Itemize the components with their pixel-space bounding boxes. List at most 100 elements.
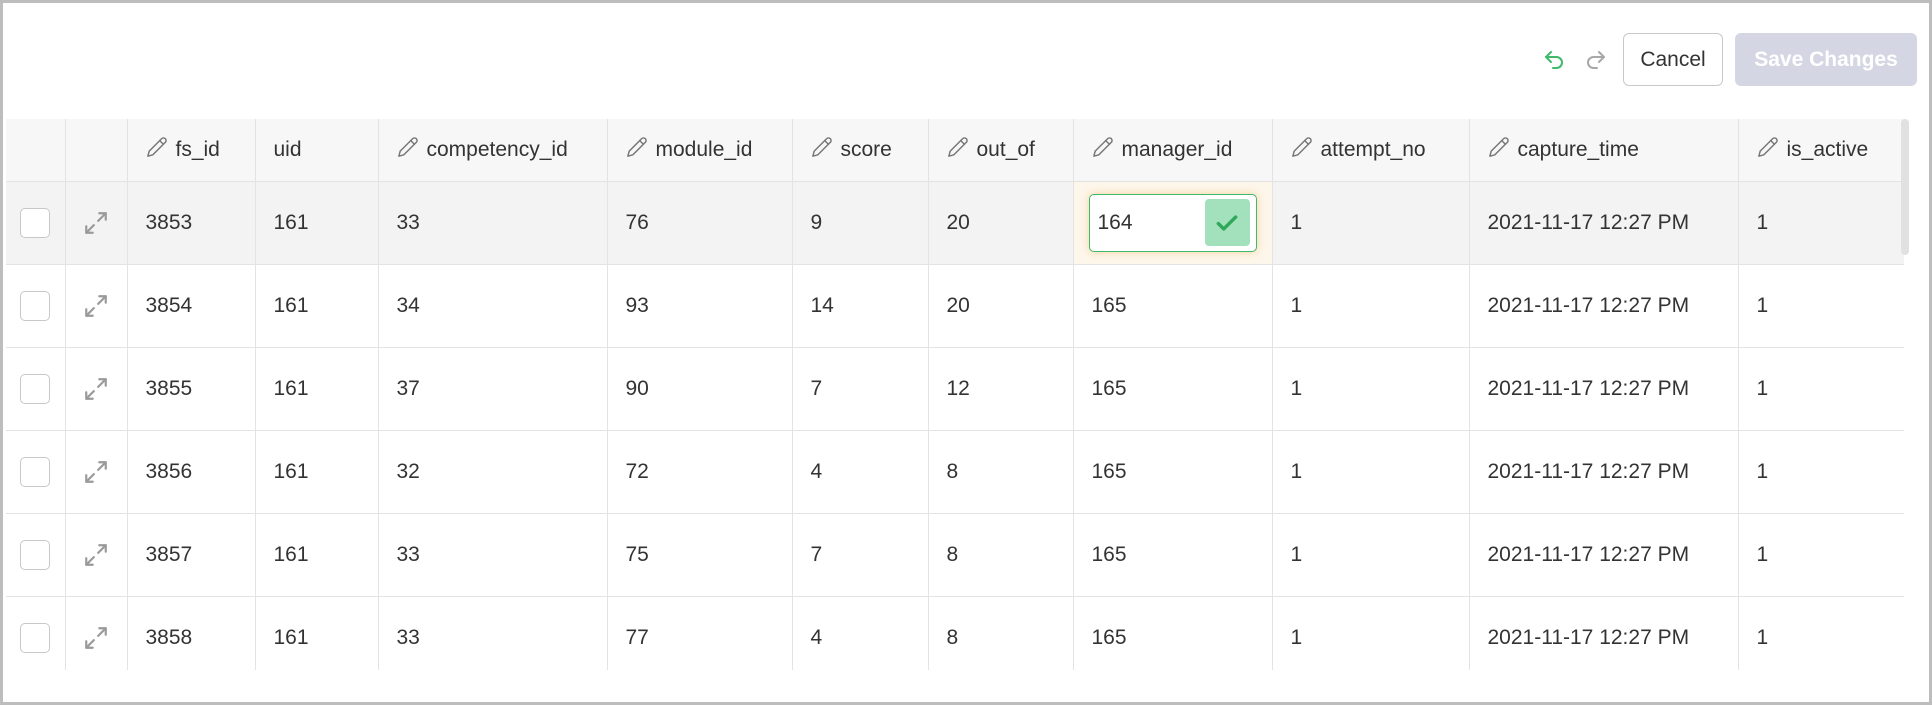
cell-module-id[interactable]: 76	[607, 181, 793, 265]
cell-fs-id[interactable]: 3854	[127, 264, 256, 348]
cell-uid[interactable]: 161	[255, 181, 379, 265]
cell-attempt-no[interactable]: 1	[1272, 596, 1470, 670]
cell-manager-id[interactable]: 165	[1073, 347, 1273, 431]
cell-score[interactable]: 7	[792, 347, 929, 431]
cell-score[interactable]: 14	[792, 264, 929, 348]
row-checkbox[interactable]	[20, 539, 51, 570]
redo-icon[interactable]	[1581, 45, 1611, 75]
cell-out-of[interactable]: 20	[928, 264, 1074, 348]
cell-module-id[interactable]: 90	[607, 347, 793, 431]
row-checkbox[interactable]	[20, 456, 51, 487]
cell-competency-id[interactable]: 33	[378, 181, 608, 265]
column-header-content: score	[811, 136, 928, 162]
cell-competency-id[interactable]: 32	[378, 430, 608, 514]
column-header-out-of[interactable]: out_of	[928, 119, 1074, 182]
confirm-edit-button[interactable]	[1204, 199, 1250, 246]
row-checkbox[interactable]	[20, 373, 51, 404]
column-header-competency-id[interactable]: competency_id	[378, 119, 608, 182]
cell-out-of[interactable]: 8	[928, 430, 1074, 514]
cell-manager-id[interactable]: 165	[1073, 264, 1273, 348]
cell-attempt-no[interactable]: 1	[1272, 264, 1470, 348]
cell-out-of[interactable]: 8	[928, 596, 1074, 670]
cell-is-active[interactable]: 1	[1738, 347, 1904, 431]
cell-capture-time[interactable]: 2021-11-17 12:27 PM	[1469, 264, 1739, 348]
expand-icon[interactable]	[66, 376, 127, 402]
cell-uid[interactable]: 161	[255, 430, 379, 514]
editing-cell-manager-id[interactable]	[1073, 181, 1273, 265]
cancel-button[interactable]: Cancel	[1623, 33, 1723, 86]
checkmark-icon	[1214, 210, 1240, 236]
cell-fs-id[interactable]: 3855	[127, 347, 256, 431]
expand-icon[interactable]	[66, 210, 127, 236]
row-checkbox[interactable]	[20, 622, 51, 653]
expand-icon[interactable]	[66, 625, 127, 651]
cell-score[interactable]: 4	[792, 430, 929, 514]
cell-attempt-no[interactable]: 1	[1272, 430, 1470, 514]
cell-fs-id[interactable]: 3858	[127, 596, 256, 670]
cell-manager-id[interactable]: 165	[1073, 596, 1273, 670]
column-header-uid[interactable]: uid	[255, 119, 379, 182]
cell-is-active[interactable]: 1	[1738, 596, 1904, 670]
cell-uid[interactable]: 161	[255, 513, 379, 597]
cell-uid[interactable]: 161	[255, 264, 379, 348]
cell-score[interactable]: 4	[792, 596, 929, 670]
table-row[interactable]: 3856 161 32 72 4 8 165 1 2021-11-17 12:27 PM 1	[6, 430, 1904, 514]
cell-uid[interactable]: 161	[255, 596, 379, 670]
undo-icon[interactable]	[1539, 45, 1569, 75]
table-row[interactable]: 3857 161 33 75 7 8 165 1 2021-11-17 12:27 PM 1	[6, 513, 1904, 597]
cell-out-of[interactable]: 8	[928, 513, 1074, 597]
cell-score[interactable]: 7	[792, 513, 929, 597]
row-select-cell	[6, 347, 66, 431]
row-checkbox[interactable]	[20, 290, 51, 321]
cell-edit-input[interactable]	[1097, 210, 1198, 235]
cell-module-id[interactable]: 75	[607, 513, 793, 597]
cell-module-id[interactable]: 77	[607, 596, 793, 670]
cell-module-id[interactable]: 72	[607, 430, 793, 514]
save-changes-button[interactable]: Save Changes	[1735, 33, 1917, 86]
column-header-is-active[interactable]: is_active	[1738, 119, 1904, 182]
cell-capture-time[interactable]: 2021-11-17 12:27 PM	[1469, 430, 1739, 514]
cell-fs-id[interactable]: 3857	[127, 513, 256, 597]
column-header-module-id[interactable]: module_id	[607, 119, 793, 182]
cell-is-active[interactable]: 1	[1738, 430, 1904, 514]
expand-icon[interactable]	[66, 459, 127, 485]
column-header-manager-id[interactable]: manager_id	[1073, 119, 1273, 182]
cell-competency-id[interactable]: 34	[378, 264, 608, 348]
cell-competency-id[interactable]: 37	[378, 347, 608, 431]
cell-capture-time[interactable]: 2021-11-17 12:27 PM	[1469, 596, 1739, 670]
cell-out-of[interactable]: 12	[928, 347, 1074, 431]
cell-capture-time[interactable]: 2021-11-17 12:27 PM	[1469, 347, 1739, 431]
cell-module-id[interactable]: 93	[607, 264, 793, 348]
cell-out-of[interactable]: 20	[928, 181, 1074, 265]
column-header-fs-id[interactable]: fs_id	[127, 119, 256, 182]
cell-attempt-no[interactable]: 1	[1272, 181, 1470, 265]
cell-capture-time[interactable]: 2021-11-17 12:27 PM	[1469, 181, 1739, 265]
cell-fs-id[interactable]: 3853	[127, 181, 256, 265]
cell-fs-id[interactable]: 3856	[127, 430, 256, 514]
cell-manager-id[interactable]: 165	[1073, 430, 1273, 514]
cell-capture-time[interactable]: 2021-11-17 12:27 PM	[1469, 513, 1739, 597]
row-checkbox[interactable]	[20, 207, 51, 238]
table-row[interactable]: 3855 161 37 90 7 12 165 1 2021-11-17 12:27 PM 1	[6, 347, 1904, 431]
row-expand-cell	[65, 430, 128, 514]
cell-is-active[interactable]: 1	[1738, 264, 1904, 348]
cell-is-active[interactable]: 1	[1738, 181, 1904, 265]
vertical-scrollbar[interactable]	[1901, 119, 1909, 255]
cell-uid[interactable]: 161	[255, 347, 379, 431]
cell-is-active[interactable]: 1	[1738, 513, 1904, 597]
table-row[interactable]: 3858 161 33 77 4 8 165 1 2021-11-17 12:27 PM 1	[6, 596, 1904, 670]
column-header-attempt-no[interactable]: attempt_no	[1272, 119, 1470, 182]
cell-competency-id[interactable]: 33	[378, 596, 608, 670]
cell-attempt-no[interactable]: 1	[1272, 513, 1470, 597]
column-header-content: module_id	[626, 136, 792, 162]
cell-manager-id[interactable]: 165	[1073, 513, 1273, 597]
expand-icon[interactable]	[66, 293, 127, 319]
cell-attempt-no[interactable]: 1	[1272, 347, 1470, 431]
expand-icon[interactable]	[66, 542, 127, 568]
column-header-capture-time[interactable]: capture_time	[1469, 119, 1739, 182]
column-header-score[interactable]: score	[792, 119, 929, 182]
cell-score[interactable]: 9	[792, 181, 929, 265]
cell-competency-id[interactable]: 33	[378, 513, 608, 597]
table-row[interactable]: 3854 161 34 93 14 20 165 1 2021-11-17 12:27 PM 1	[6, 264, 1904, 348]
